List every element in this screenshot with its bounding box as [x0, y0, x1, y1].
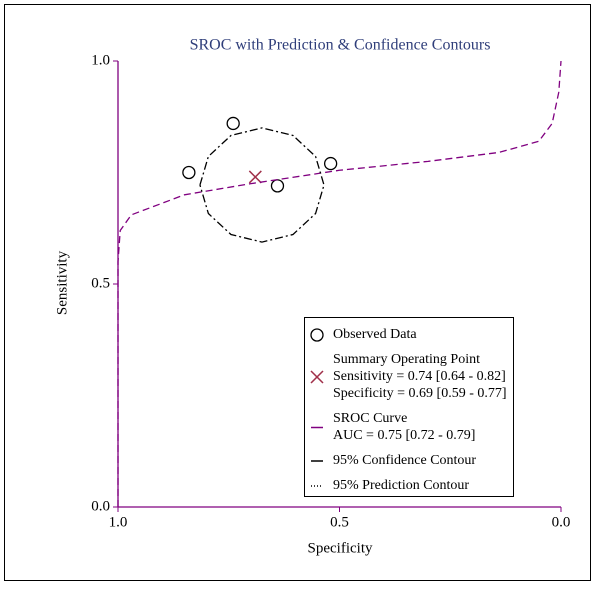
legend-label: Summary Operating Point — [333, 352, 480, 367]
legend — [304, 317, 514, 497]
chart-title: SROC with Prediction & Confidence Contou… — [190, 37, 491, 54]
x-tick-label: 0.5 — [330, 514, 349, 530]
observed-point — [323, 156, 338, 171]
contour — [199, 127, 325, 243]
observed-point — [182, 165, 196, 180]
y-tick-label: 0.0 — [91, 498, 110, 514]
x-tick-label: 0.0 — [552, 514, 571, 530]
legend-label: Sensitivity = 0.74 [0.64 - 0.82] — [333, 369, 506, 384]
summary-point — [248, 170, 262, 184]
observed-point — [226, 116, 240, 131]
x-tick-label: 1.0 — [109, 514, 128, 530]
y-tick-label: 0.5 — [91, 275, 110, 291]
legend-symbol — [310, 328, 324, 342]
legend-label: SROC Curve — [333, 411, 407, 426]
legend-label: Observed Data — [333, 327, 417, 342]
sroc-curve — [117, 60, 562, 507]
x-axis-label: Specificity — [308, 540, 373, 556]
legend-label: 95% Confidence Contour — [333, 453, 476, 468]
legend-label: AUC = 0.75 [0.72 - 0.79] — [333, 428, 475, 443]
y-axis-label: Sensitivity — [54, 250, 70, 315]
y-tick-label: 1.0 — [91, 52, 110, 68]
legend-label: 95% Prediction Contour — [333, 478, 469, 493]
legend-label: Specificity = 0.69 [0.59 - 0.77] — [333, 386, 507, 401]
legend-symbol — [310, 370, 324, 384]
